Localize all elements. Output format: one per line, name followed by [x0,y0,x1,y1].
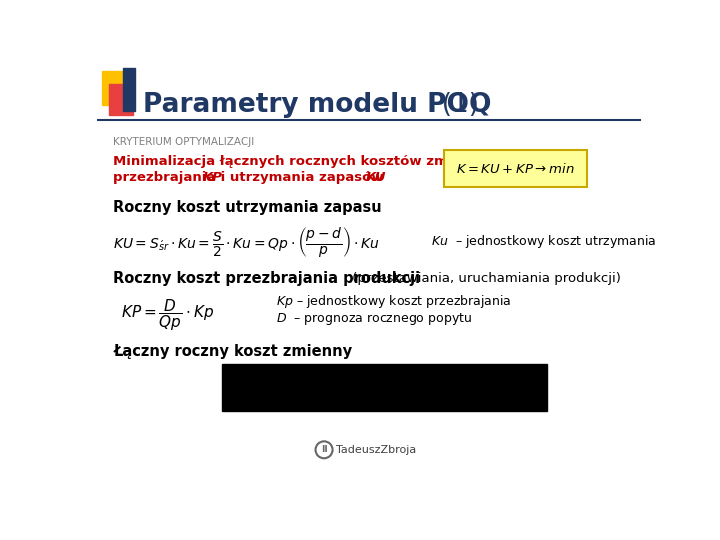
Text: KU: KU [366,172,387,185]
Text: przezbrajania: przezbrajania [113,172,225,185]
Text: $KU = S_{\acute{s}r} \cdot Ku = \dfrac{S}{2} \cdot Ku = Qp \cdot \left(\dfrac{p-: $KU = S_{\acute{s}r} \cdot Ku = \dfrac{S… [113,225,380,259]
Text: Łączny roczny koszt zmienny: Łączny roczny koszt zmienny [113,344,352,359]
Text: i utrzymania zapasów: i utrzymania zapasów [216,172,393,185]
Bar [122,68,135,111]
Text: KP: KP [202,172,222,185]
Text: $Ku$  – jednostkowy koszt utrzymania: $Ku$ – jednostkowy koszt utrzymania [431,233,657,251]
Bar [109,84,132,115]
Text: $Kp$ – jednostkowy koszt przezbrajania: $Kp$ – jednostkowy koszt przezbrajania [276,293,511,310]
FancyBboxPatch shape [444,150,587,187]
Text: Roczny koszt przezbrajania produkcji: Roczny koszt przezbrajania produkcji [113,272,420,286]
Text: Roczny koszt utrzymania zapasu: Roczny koszt utrzymania zapasu [113,200,382,215]
Text: $D$  – prognoza rocznego popytu: $D$ – prognoza rocznego popytu [276,311,472,327]
Text: Minimalizacja łącznych rocznych kosztów zmiennych: Minimalizacja łącznych rocznych kosztów … [113,154,506,167]
Text: (przestawiania, uruchamiania produkcji): (przestawiania, uruchamiania produkcji) [348,272,621,285]
Text: KRYTERIUM OPTYMALIZACJI: KRYTERIUM OPTYMALIZACJI [113,137,254,147]
Bar [102,71,127,105]
Text: TadeuszZbroja: TadeuszZbroja [336,445,416,455]
Text: Parametry modelu POQ: Parametry modelu POQ [143,92,491,118]
Text: (1): (1) [425,92,479,118]
Text: $KP = \dfrac{D}{Qp} \cdot Kp$: $KP = \dfrac{D}{Qp} \cdot Kp$ [121,297,215,333]
Text: II: II [320,446,328,454]
Bar [222,363,547,411]
Text: $K = KU + KP \rightarrow min$: $K = KU + KP \rightarrow min$ [456,162,575,176]
